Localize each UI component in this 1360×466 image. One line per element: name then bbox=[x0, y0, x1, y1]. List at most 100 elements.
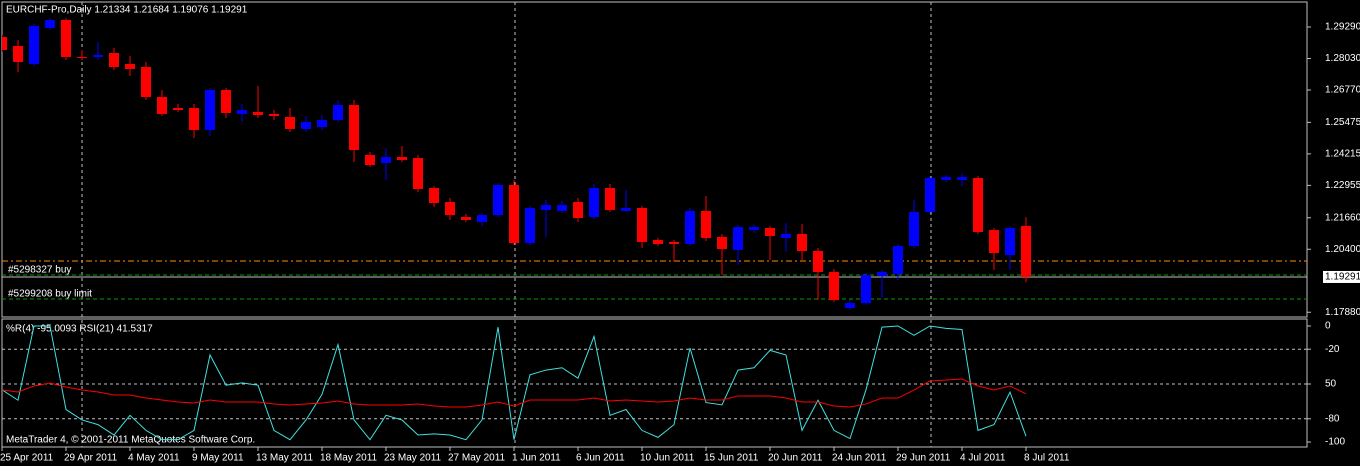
candle-body bbox=[45, 20, 55, 28]
candle-body bbox=[1021, 225, 1031, 277]
candle-body bbox=[365, 155, 375, 165]
candle-body bbox=[333, 105, 343, 120]
y-tick-label: 1.17880 bbox=[1325, 307, 1360, 318]
y-tick-label: 1.24215 bbox=[1325, 149, 1360, 160]
y-tick-label: 1.20400 bbox=[1325, 244, 1360, 255]
candle-body bbox=[813, 251, 823, 272]
candle-body bbox=[205, 90, 215, 130]
y-tick-label: 50 bbox=[1325, 379, 1337, 390]
candle-body bbox=[1005, 228, 1015, 255]
x-tick-label: 29 Jun 2011 bbox=[896, 453, 951, 464]
bid-label: 1.19291 bbox=[1325, 272, 1360, 283]
indicator-line bbox=[2, 378, 1027, 408]
indicator-title: %R(4) -95.0093 RSI(21) 41.5317 bbox=[6, 324, 153, 335]
x-tick-label: 4 Jul 2011 bbox=[960, 453, 1006, 464]
x-tick-label: 1 Jun 2011 bbox=[512, 453, 561, 464]
plot: #5298327 buy #5299208 buy limit bbox=[2, 18, 1307, 310]
candle-body bbox=[349, 105, 359, 150]
candle-body bbox=[749, 227, 759, 230]
x-tick-label: 23 May 2011 bbox=[384, 453, 442, 464]
y-tick-label: 1.26770 bbox=[1325, 85, 1360, 96]
indicator-line bbox=[2, 325, 1027, 441]
candle-body bbox=[573, 202, 583, 218]
candle-body bbox=[685, 211, 695, 244]
order-label: #5299208 buy limit bbox=[8, 289, 92, 300]
candle-body bbox=[413, 158, 423, 189]
y-tick-label: 1.25475 bbox=[1325, 117, 1360, 128]
candle-body bbox=[893, 246, 903, 274]
candle-body bbox=[61, 20, 71, 57]
candle-body bbox=[909, 212, 919, 246]
x-tick-label: 27 May 2011 bbox=[448, 453, 506, 464]
candle-body bbox=[301, 122, 311, 129]
candle-body bbox=[493, 185, 503, 215]
y-tick-label: -80 bbox=[1325, 413, 1340, 424]
candle-body bbox=[237, 110, 247, 114]
candle-body bbox=[397, 157, 407, 160]
x-tick-label: 15 Jun 2011 bbox=[704, 453, 759, 464]
candle-body bbox=[541, 205, 551, 210]
candle-body bbox=[77, 57, 87, 58]
bid-box bbox=[1323, 270, 1360, 283]
candle-body bbox=[717, 237, 727, 249]
candle-body bbox=[381, 157, 391, 163]
candle-body bbox=[941, 177, 951, 180]
candle-body bbox=[285, 117, 295, 129]
footer: MetaTrader 4, © 2001-2011 MetaQuotes Sof… bbox=[6, 435, 255, 446]
candle-body bbox=[221, 90, 231, 113]
candle-body bbox=[317, 120, 327, 127]
candle-body bbox=[669, 242, 679, 244]
candle-body bbox=[2, 37, 7, 50]
candle-body bbox=[13, 46, 23, 62]
x-tick-label: 24 Jun 2011 bbox=[832, 453, 887, 464]
candle-body bbox=[797, 234, 807, 251]
plot bbox=[2, 325, 1027, 441]
candle-body bbox=[621, 208, 631, 211]
candle-body bbox=[125, 64, 135, 69]
y-tick-label: -20 bbox=[1325, 344, 1340, 355]
y-tick-label: 1.29290 bbox=[1325, 22, 1360, 33]
chart-title: EURCHF-Pro,Daily 1.21334 1.21684 1.19076… bbox=[6, 5, 248, 16]
candle-body bbox=[637, 208, 647, 242]
candle-body bbox=[477, 215, 487, 222]
candle-body bbox=[141, 67, 151, 97]
order-label: #5298327 buy bbox=[8, 265, 71, 276]
candle-body bbox=[525, 208, 535, 243]
candle-body bbox=[605, 188, 615, 210]
candle-body bbox=[957, 177, 967, 180]
x-tick-label: 4 May 2011 bbox=[128, 453, 180, 464]
main-panel bbox=[1, 1, 1308, 318]
candle-body bbox=[557, 205, 567, 211]
candle-body bbox=[701, 211, 711, 238]
candle-body bbox=[653, 240, 663, 244]
candle-body bbox=[269, 114, 279, 116]
candle-body bbox=[877, 272, 887, 276]
x-tick-label: 6 Jun 2011 bbox=[576, 453, 625, 464]
candle-body bbox=[989, 230, 999, 253]
candle-body bbox=[861, 275, 871, 303]
candle-body bbox=[173, 108, 183, 110]
candle-body bbox=[189, 108, 199, 130]
candle-body bbox=[845, 303, 855, 308]
candle-body bbox=[509, 185, 519, 243]
y-tick-label: 1.22955 bbox=[1325, 180, 1360, 191]
candle-body bbox=[781, 234, 791, 238]
candle-body bbox=[589, 188, 599, 217]
x-tick-label: 9 May 2011 bbox=[192, 453, 244, 464]
candle-body bbox=[253, 112, 263, 115]
x-tick-label: 13 May 2011 bbox=[256, 453, 314, 464]
candle-body bbox=[461, 217, 471, 220]
candle-body bbox=[765, 228, 775, 236]
candle-body bbox=[445, 202, 455, 215]
x-tick-label: 10 Jun 2011 bbox=[640, 453, 695, 464]
candle-body bbox=[733, 227, 743, 250]
y-tick-label: 1.21660 bbox=[1325, 212, 1360, 223]
y-tick-label: -100 bbox=[1325, 437, 1345, 448]
candle-body bbox=[925, 178, 935, 212]
candle-body bbox=[109, 53, 119, 67]
candle-body bbox=[29, 26, 39, 64]
x-tick-label: 18 May 2011 bbox=[320, 453, 378, 464]
